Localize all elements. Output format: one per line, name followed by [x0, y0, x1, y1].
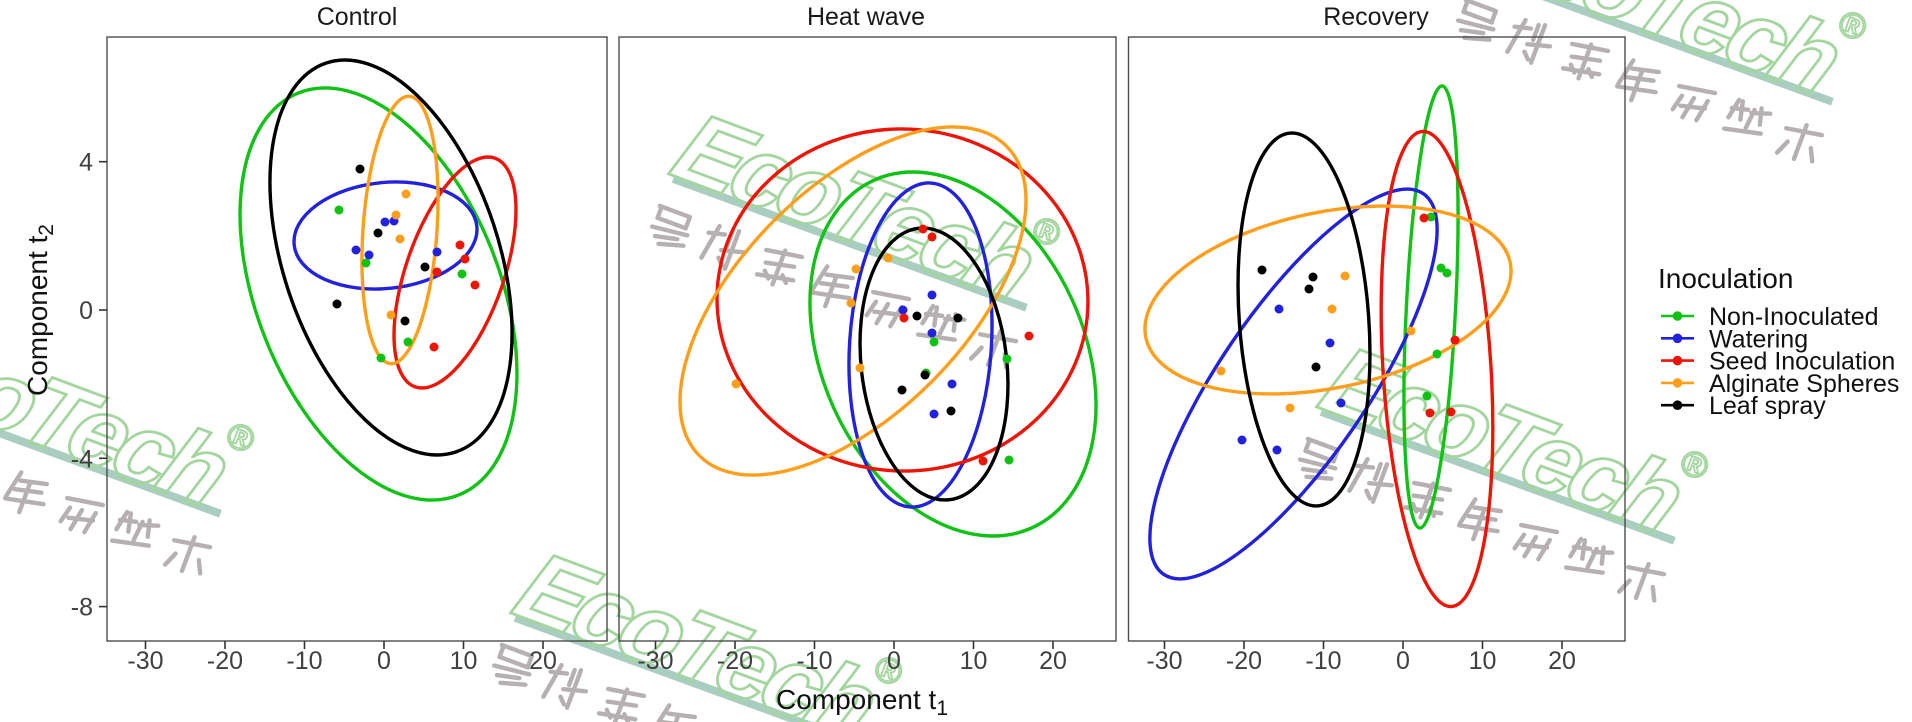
- svg-text:-10: -10: [286, 647, 322, 675]
- svg-text:Leaf spray: Leaf spray: [1709, 392, 1826, 420]
- svg-text:-10: -10: [1305, 647, 1341, 675]
- svg-text:-8: -8: [71, 594, 93, 622]
- svg-text:Component t2: Component t2: [22, 224, 58, 396]
- svg-text:-30: -30: [637, 647, 673, 675]
- svg-text:Seed Inoculation: Seed Inoculation: [1709, 348, 1895, 376]
- svg-text:20: 20: [1039, 647, 1067, 675]
- svg-text:-30: -30: [127, 647, 163, 675]
- svg-text:Alginate Spheres: Alginate Spheres: [1709, 370, 1899, 398]
- svg-text:Heat wave: Heat wave: [807, 3, 925, 31]
- svg-text:4: 4: [79, 149, 93, 177]
- svg-text:Watering: Watering: [1709, 325, 1808, 353]
- svg-text:Inoculation: Inoculation: [1658, 263, 1793, 294]
- svg-text:10: 10: [450, 647, 478, 675]
- svg-text:0: 0: [887, 647, 901, 675]
- svg-text:-30: -30: [1146, 647, 1182, 675]
- svg-text:-4: -4: [71, 445, 93, 473]
- svg-text:20: 20: [1548, 647, 1576, 675]
- svg-text:-20: -20: [717, 647, 753, 675]
- svg-text:0: 0: [79, 297, 93, 325]
- svg-text:20: 20: [529, 647, 557, 675]
- svg-text:Recovery: Recovery: [1323, 3, 1429, 31]
- svg-text:10: 10: [1469, 647, 1497, 675]
- svg-text:Component t1: Component t1: [776, 684, 948, 720]
- svg-text:-10: -10: [796, 647, 832, 675]
- svg-text:10: 10: [960, 647, 988, 675]
- svg-text:0: 0: [1396, 647, 1410, 675]
- svg-text:Control: Control: [317, 3, 398, 31]
- svg-text:-20: -20: [207, 647, 243, 675]
- svg-text:0: 0: [377, 647, 391, 675]
- svg-text:Non-Inoculated: Non-Inoculated: [1709, 303, 1879, 331]
- svg-text:-20: -20: [1226, 647, 1262, 675]
